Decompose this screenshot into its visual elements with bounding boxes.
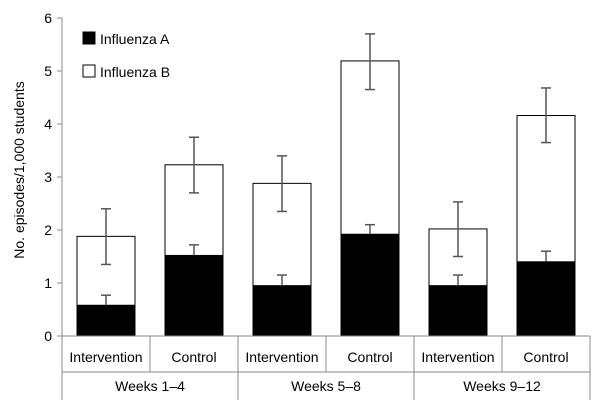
- x-sub-label: Intervention: [69, 349, 142, 365]
- y-tick-label: 5: [44, 63, 52, 79]
- y-tick-label: 2: [44, 222, 52, 238]
- y-tick-label: 0: [44, 328, 52, 344]
- y-axis: 0 1 2 3 4 5 6: [44, 10, 63, 344]
- x-sub-label: Control: [523, 349, 568, 365]
- bar-influenza-a: [252, 285, 312, 337]
- x-axis: Intervention Control Intervention Control In…: [61, 335, 591, 400]
- bar-influenza-a: [164, 254, 224, 337]
- y-axis-title: No. episodes/1,000 students: [11, 81, 27, 258]
- bar-influenza-a: [76, 304, 136, 337]
- x-sub-label: Control: [171, 349, 216, 365]
- x-group-label: Weeks 5–8: [291, 378, 361, 394]
- bar-influenza-b: [340, 60, 400, 235]
- bar-influenza-a: [428, 285, 488, 337]
- y-tick-label: 3: [44, 169, 52, 185]
- x-sub-label: Intervention: [245, 349, 318, 365]
- x-sub-label: Control: [347, 349, 392, 365]
- bar-influenza-a: [340, 233, 400, 337]
- legend: Influenza A Influenza B: [82, 31, 170, 80]
- bar-influenza-a: [516, 261, 576, 337]
- legend-swatch-influenza-b: [82, 64, 96, 78]
- bars: [76, 60, 576, 337]
- x-group-label: Weeks 1–4: [115, 378, 185, 394]
- legend-label-influenza-a: Influenza A: [100, 31, 170, 47]
- x-sub-label: Intervention: [421, 349, 494, 365]
- y-tick-label: 1: [44, 275, 52, 291]
- legend-swatch-influenza-a: [82, 31, 96, 45]
- x-group-label: Weeks 9–12: [463, 378, 541, 394]
- y-tick-label: 6: [44, 10, 52, 26]
- legend-label-influenza-b: Influenza B: [100, 64, 170, 80]
- y-tick-label: 4: [44, 116, 52, 132]
- error-bars: [101, 33, 551, 306]
